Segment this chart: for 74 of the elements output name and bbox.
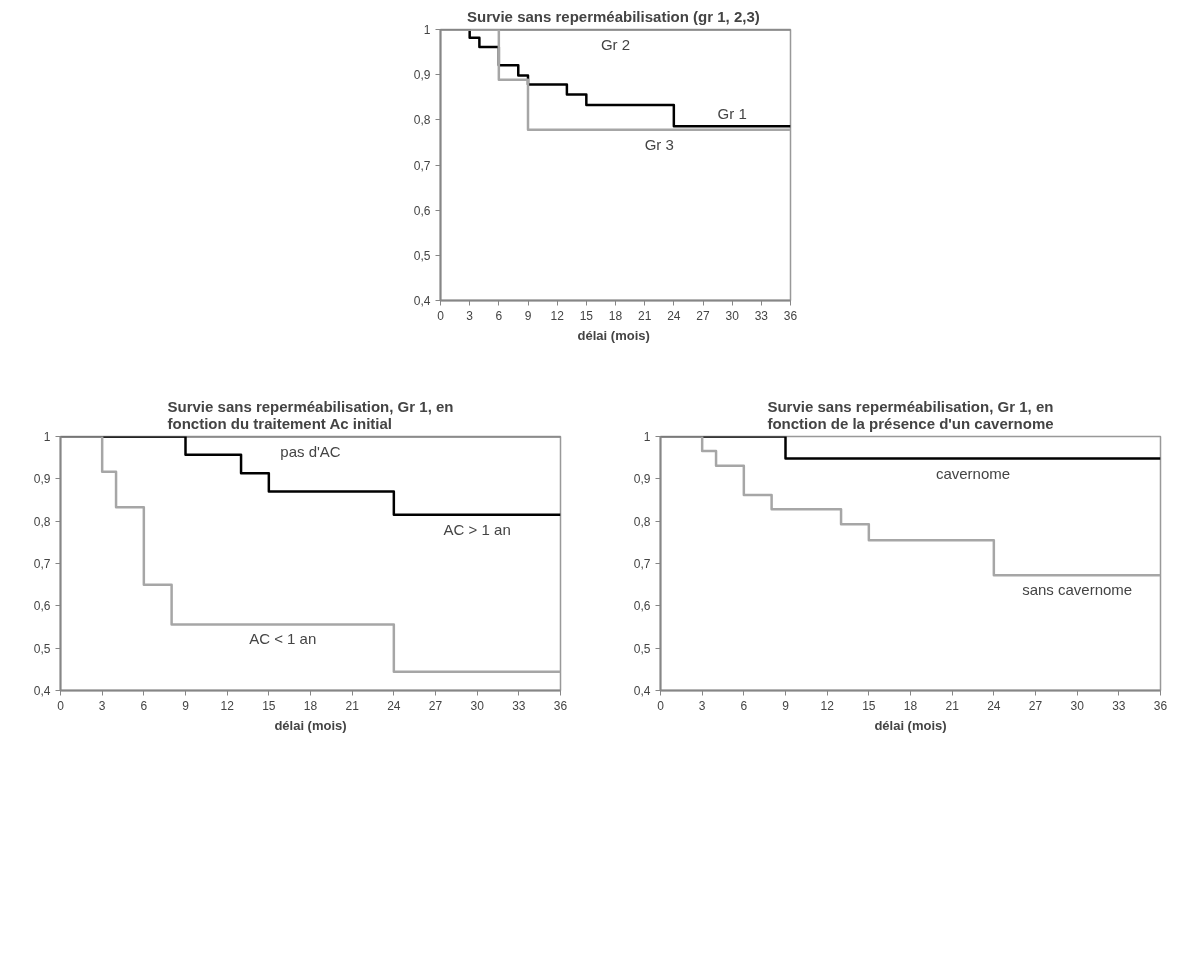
y-tick-label: 0,5 — [33, 641, 51, 656]
x-tick-label: 9 — [182, 698, 190, 713]
x-tick-label: 0 — [437, 308, 445, 323]
y-tick-label: 0,8 — [413, 113, 431, 128]
x-tick-label: 21 — [637, 308, 652, 323]
x-tick-label: 30 — [470, 698, 485, 713]
y-tick-label: 0,6 — [633, 599, 651, 614]
y-tick-label: 0,8 — [33, 514, 51, 529]
x-tick-label: 21 — [345, 698, 360, 713]
chart-title: Survie sans reperméabilisation, Gr 1, en fonction de la présence d'un cavernome — [767, 397, 1054, 432]
y-tick-label: 0,4 — [33, 684, 51, 698]
y-tick-label: 0,5 — [633, 641, 651, 656]
y-tick-label: 0,4 — [633, 684, 651, 698]
x-tick-label: 33 — [512, 698, 526, 713]
x-tick-label: 3 — [98, 698, 106, 713]
chart-title: Survie sans reperméabilisation (gr 1, 2,3) — [467, 7, 760, 25]
series-label: pas d'AC — [280, 442, 341, 460]
x-tick-label: 6 — [740, 698, 748, 713]
x-tick-label: 24 — [667, 308, 681, 323]
y-tick-label: 0,6 — [413, 203, 431, 218]
series-label: cavernome — [935, 464, 1011, 482]
series-label: Gr 2 — [600, 35, 631, 53]
x-tick-label: 9 — [524, 308, 532, 323]
x-tick-label: 36 — [553, 698, 568, 713]
x-tick-label: 6 — [495, 308, 503, 323]
x-tick-label: 36 — [1153, 698, 1168, 713]
x-tick-label: 18 — [608, 308, 623, 323]
y-tick-label: 0,9 — [633, 472, 651, 487]
x-tick-label: 0 — [657, 698, 665, 713]
y-tick-label: 0,9 — [413, 68, 431, 83]
x-tick-label: 27 — [428, 698, 443, 713]
x-tick-label: 9 — [782, 698, 790, 713]
x-tick-label: 18 — [303, 698, 318, 713]
y-tick-label: 0,8 — [633, 514, 651, 529]
x-tick-label: 15 — [862, 698, 876, 713]
x-tick-label: 27 — [1028, 698, 1043, 713]
series-label: AC > 1 an — [443, 520, 511, 538]
x-tick-label: 30 — [1070, 698, 1085, 713]
y-tick-label: 0,6 — [33, 599, 51, 614]
x-tick-label: 33 — [1112, 698, 1126, 713]
x-tick-label: 12 — [550, 308, 565, 323]
x-tick-label: 24 — [387, 698, 401, 713]
x-tick-label: 12 — [220, 698, 235, 713]
x-tick-label: 24 — [987, 698, 1001, 713]
x-tick-label: 27 — [696, 308, 710, 323]
x-axis-title: délai (mois) — [874, 717, 947, 733]
x-tick-label: 18 — [903, 698, 918, 713]
y-tick-label: 0,7 — [413, 158, 431, 173]
y-tick-label: 0,4 — [413, 294, 431, 308]
y-tick-label: 1 — [643, 430, 651, 444]
series-label: Gr 1 — [717, 105, 747, 123]
series-label: Gr 3 — [644, 135, 674, 153]
series-label: sans cavernome — [1022, 581, 1133, 599]
y-tick-label: 0,7 — [33, 557, 51, 571]
x-tick-label: 30 — [725, 308, 740, 323]
y-tick-label: 0,7 — [633, 557, 651, 571]
y-tick-label: 1 — [423, 23, 431, 37]
y-tick-label: 0,5 — [413, 248, 431, 263]
x-tick-label: 21 — [945, 698, 960, 713]
x-tick-label: 6 — [140, 698, 148, 713]
x-tick-label: 15 — [579, 308, 594, 323]
x-axis-title: délai (mois) — [274, 717, 347, 733]
x-tick-label: 3 — [466, 308, 474, 323]
x-tick-label: 3 — [698, 698, 706, 713]
x-axis-title: délai (mois) — [577, 327, 650, 343]
x-tick-label: 15 — [262, 698, 276, 713]
chart-title: Survie sans reperméabilisation, Gr 1, en fonction du traitement Ac initial — [167, 397, 454, 432]
x-tick-label: 12 — [820, 698, 835, 713]
y-tick-label: 1 — [43, 430, 51, 444]
series-label: AC < 1 an — [249, 630, 317, 648]
y-tick-label: 0,9 — [33, 472, 51, 487]
x-tick-label: 0 — [57, 698, 65, 713]
x-tick-label: 33 — [754, 308, 769, 323]
x-tick-label: 36 — [783, 308, 798, 323]
